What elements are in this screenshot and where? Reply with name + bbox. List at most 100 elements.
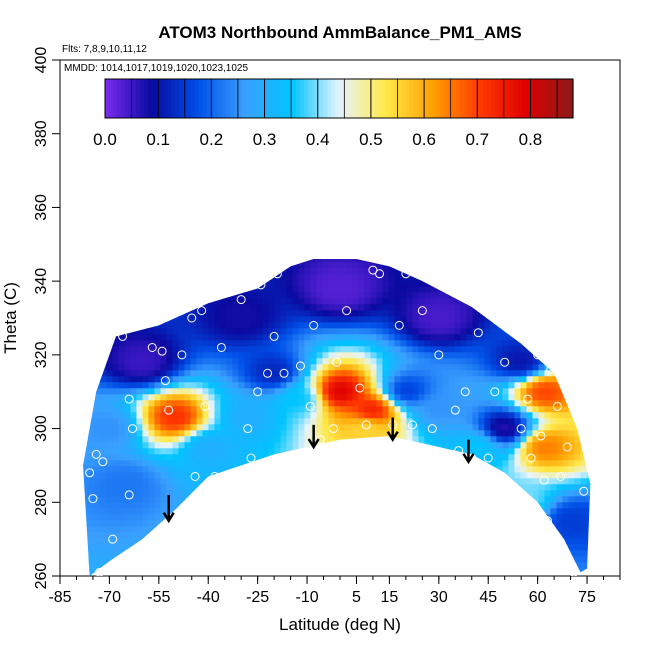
heatmap-cell bbox=[478, 280, 486, 287]
heatmap-cell bbox=[160, 352, 168, 359]
heatmap-cell bbox=[346, 259, 354, 263]
heatmap-cell bbox=[196, 574, 204, 576]
heatmap-cell bbox=[532, 316, 540, 323]
heatmap-cell bbox=[94, 466, 102, 473]
heatmap-cell bbox=[502, 550, 510, 557]
heatmap-cell bbox=[358, 478, 366, 485]
heatmap-cell bbox=[178, 376, 186, 383]
heatmap-cell bbox=[238, 244, 245, 251]
heatmap-cell bbox=[202, 544, 210, 551]
heatmap-cell bbox=[256, 304, 264, 311]
heatmap-cell bbox=[83, 412, 84, 419]
heatmap-cell bbox=[526, 292, 534, 299]
heatmap-cell bbox=[136, 400, 144, 407]
heatmap-cell bbox=[214, 370, 222, 377]
heatmap-cell bbox=[190, 259, 198, 263]
heatmap-cell bbox=[244, 316, 252, 323]
heatmap-cell bbox=[460, 328, 468, 335]
heatmap-cell bbox=[88, 364, 96, 371]
heatmap-cell bbox=[232, 262, 240, 269]
heatmap-cell bbox=[550, 280, 558, 287]
heatmap-cell bbox=[430, 490, 438, 497]
sample-point bbox=[190, 471, 200, 481]
heatmap-cell bbox=[352, 568, 360, 575]
heatmap-cell bbox=[532, 274, 540, 281]
heatmap-cell bbox=[112, 274, 120, 281]
heatmap-cell bbox=[574, 532, 582, 539]
heatmap-cell bbox=[424, 568, 432, 575]
heatmap-cell bbox=[220, 442, 228, 449]
heatmap-cell bbox=[382, 340, 390, 347]
heatmap-cell bbox=[484, 244, 491, 251]
heatmap-cell bbox=[250, 526, 258, 533]
heatmap-cell bbox=[454, 280, 462, 287]
heatmap-cell bbox=[83, 406, 84, 413]
heatmap-cell bbox=[586, 568, 591, 575]
heatmap-cell bbox=[106, 244, 113, 251]
heatmap-cell bbox=[202, 352, 210, 359]
heatmap-cell bbox=[118, 574, 126, 576]
heatmap-cell bbox=[88, 448, 96, 455]
heatmap-cell bbox=[562, 466, 570, 473]
heatmap-cell bbox=[106, 259, 114, 263]
heatmap-cell bbox=[184, 268, 192, 275]
heatmap-cell bbox=[250, 418, 258, 425]
flights-note: Flts: 7,8,9,10,11,12 bbox=[62, 44, 147, 55]
heatmap-cell bbox=[382, 280, 390, 287]
heatmap-cell bbox=[124, 244, 131, 251]
heatmap-cell bbox=[382, 496, 390, 503]
heatmap-cell bbox=[106, 442, 114, 449]
heatmap-cell bbox=[280, 532, 288, 539]
heatmap-cell bbox=[298, 520, 306, 527]
heatmap-cell bbox=[112, 496, 120, 503]
heatmap-cell bbox=[268, 364, 276, 371]
heatmap-cell bbox=[130, 298, 138, 305]
heatmap-cell bbox=[514, 259, 522, 263]
heatmap-cell bbox=[160, 478, 168, 485]
heatmap-cell bbox=[574, 262, 582, 269]
heatmap-cell bbox=[196, 514, 204, 521]
heatmap-cell bbox=[142, 526, 150, 533]
heatmap-cell bbox=[178, 460, 186, 467]
heatmap-cell bbox=[286, 514, 294, 521]
heatmap-cell bbox=[196, 412, 204, 419]
heatmap-cell bbox=[214, 544, 222, 551]
heatmap-cell bbox=[310, 364, 318, 371]
heatmap-cell bbox=[574, 352, 582, 359]
heatmap-cell bbox=[394, 532, 402, 539]
heatmap-cell bbox=[83, 406, 90, 413]
heatmap-cell bbox=[568, 310, 576, 317]
heatmap-cell bbox=[178, 382, 186, 389]
heatmap-cell bbox=[352, 262, 360, 269]
heatmap-cell bbox=[568, 298, 576, 305]
heatmap-cell bbox=[580, 346, 588, 353]
heatmap-cell bbox=[424, 340, 432, 347]
heatmap-cell bbox=[136, 358, 144, 365]
heatmap-cell bbox=[322, 502, 330, 509]
heatmap-cell bbox=[478, 340, 486, 347]
heatmap-cell bbox=[160, 568, 168, 575]
heatmap-cell bbox=[184, 478, 192, 485]
heatmap-cell bbox=[226, 544, 234, 551]
heatmap-cell bbox=[346, 562, 354, 569]
heatmap-cell bbox=[520, 334, 528, 341]
heatmap-cell bbox=[592, 370, 599, 377]
heatmap-cell bbox=[124, 262, 132, 269]
heatmap-cell bbox=[316, 418, 324, 425]
heatmap-cell bbox=[520, 358, 528, 365]
heatmap-cell bbox=[106, 292, 114, 299]
heatmap-cell bbox=[178, 562, 186, 569]
heatmap-cell bbox=[514, 472, 522, 479]
heatmap-cell bbox=[448, 514, 456, 521]
heatmap-cell bbox=[376, 412, 384, 419]
heatmap-cell bbox=[118, 259, 126, 263]
heatmap-cell bbox=[442, 424, 450, 431]
heatmap-cell bbox=[118, 412, 126, 419]
heatmap-cell bbox=[496, 544, 504, 551]
heatmap-cell bbox=[508, 574, 516, 576]
heatmap-cell bbox=[526, 382, 534, 389]
heatmap-cell bbox=[466, 478, 474, 485]
heatmap-cell bbox=[220, 568, 228, 575]
heatmap-cell bbox=[106, 346, 114, 353]
heatmap-cell bbox=[190, 340, 198, 347]
